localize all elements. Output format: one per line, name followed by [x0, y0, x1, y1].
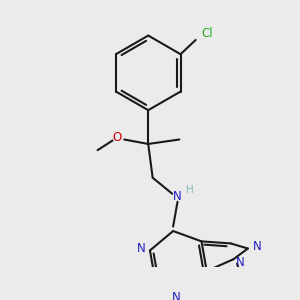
Text: N: N — [173, 190, 182, 203]
Text: Cl: Cl — [202, 27, 214, 40]
Text: N: N — [137, 242, 146, 255]
Text: N: N — [172, 291, 181, 300]
Text: H: H — [186, 185, 194, 195]
Text: N: N — [252, 240, 261, 253]
Text: N: N — [236, 256, 245, 269]
Text: O: O — [112, 131, 122, 144]
